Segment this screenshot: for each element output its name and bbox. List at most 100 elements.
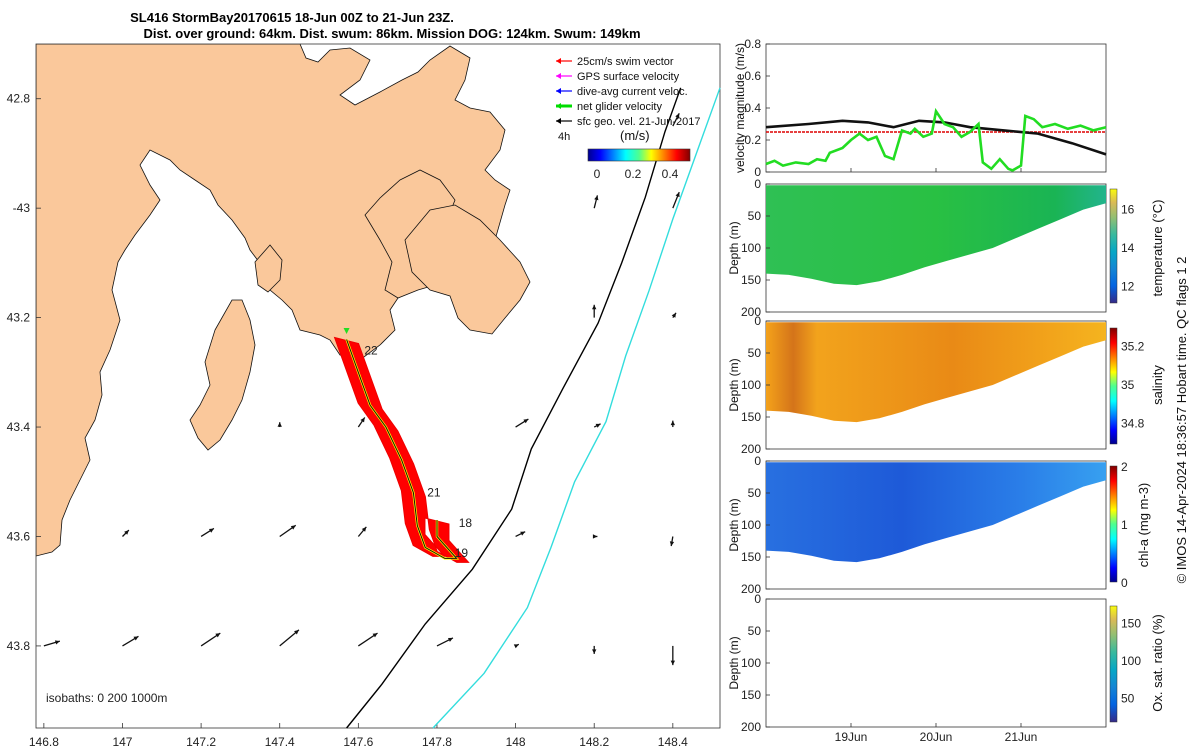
current-vector-head (360, 417, 365, 423)
map-legend: 25cm/s swim vector GPS surface velocity di… (556, 56, 701, 128)
map-xtick-label: 148 (506, 735, 526, 749)
map-panel: 146.8 147 147.2 147.4 147.6 147.8 148 148.2 148.… (7, 43, 721, 749)
speed-cb-tick-1: 0.2 (625, 167, 642, 181)
colorbar-tick-label: 14 (1121, 241, 1135, 255)
day-label: 18 (459, 516, 473, 530)
temperature-ylabel: Depth (m) (727, 221, 741, 274)
legend-arrowhead (556, 58, 561, 64)
map-ytick-label: -43 (13, 201, 31, 215)
current-vector-head (447, 637, 453, 642)
legend-label: dive-avg current veloc. (577, 86, 688, 98)
depth-ytick-label: 200 (741, 442, 761, 456)
colorbar-tick-label: 35.2 (1121, 339, 1145, 353)
right-panel-ticks: 00.20.40.60.8050100150200121416050100150… (741, 37, 1145, 744)
bruny-island (189, 299, 256, 451)
current-vector-head (523, 419, 529, 424)
depth-ytick-label: 200 (741, 582, 761, 596)
chla-colorbar (1109, 465, 1118, 583)
chla-cblabel: chl-a (mg m-3) (1136, 483, 1151, 568)
current-vector-head (215, 633, 221, 638)
depth-ytick-label: 150 (741, 688, 761, 702)
oxygen-ylabel: Depth (m) (727, 636, 741, 689)
map-ytick-label: 43.4 (7, 420, 31, 434)
map-xtick-label: 146.8 (29, 735, 59, 749)
day-label: 21 (427, 486, 441, 500)
current-vector-head (124, 530, 129, 535)
current-vector-head (361, 526, 367, 532)
depth-ytick-label: 150 (741, 550, 761, 564)
colorbar-tick-label: 1 (1121, 518, 1128, 532)
current-vector-head (675, 113, 680, 119)
map-ytick-label: 43.6 (7, 529, 31, 543)
day-label: 19 (455, 546, 469, 560)
current-vector-head (133, 636, 139, 641)
current-vector-head (277, 422, 282, 427)
depth-ytick-label: 200 (741, 305, 761, 319)
legend-label: GPS surface velocity (577, 71, 680, 83)
current-vector-head (290, 525, 296, 530)
chart-title-line1: SL416 StormBay20170615 18-Jun 00Z to 21-… (130, 10, 454, 25)
current-vector-head (669, 541, 675, 547)
map-xtick-label: 147.6 (343, 735, 373, 749)
salinity-colorbar (1109, 327, 1118, 445)
oxygen-cblabel: Ox. sat. ratio (%) (1150, 614, 1165, 712)
date-tick-label: 19Jun (835, 730, 868, 744)
temperature-panel: Depth (m) temperature (°C) (727, 183, 1165, 313)
salinity-cblabel: salinity (1150, 365, 1165, 405)
isobaths-label: isobaths: 0 200 1000m (46, 691, 167, 705)
colorbar-tick-label: 12 (1121, 280, 1135, 294)
isobaths (346, 87, 721, 729)
current-vector-head (675, 192, 680, 198)
temperature-colorbar (1109, 188, 1118, 304)
depth-ytick-label: 50 (748, 624, 762, 638)
colorbar-tick-label: 2 (1121, 460, 1128, 474)
tasmania-mainland (36, 44, 511, 557)
velocity-ytick-label: 0.6 (744, 69, 761, 83)
depth-ytick-label: 150 (741, 273, 761, 287)
day-label: 22 (364, 343, 378, 357)
depth-ytick-label: 50 (748, 209, 762, 223)
glider-track (333, 328, 470, 563)
isobath-1000m (432, 87, 721, 729)
legend-arrowhead (556, 73, 561, 79)
colorbar-tick-label: 100 (1121, 654, 1141, 668)
current-vector-head (592, 649, 597, 654)
speed-colorbar (587, 148, 691, 162)
map-xtick-label: 147.8 (422, 735, 452, 749)
oxygen-colorbar (1109, 605, 1118, 723)
map-ytick-label: 43.2 (7, 311, 31, 325)
velocity-series-line (765, 107, 1107, 172)
velocity-ytick-label: 0.4 (744, 101, 761, 115)
current-vectors (43, 112, 680, 666)
day-labels: 22 21 18 19 (364, 343, 472, 559)
current-vector-head (513, 644, 519, 649)
legend-label: sfc geo. vel. 21-Jun-2017 (577, 116, 701, 128)
current-vector-head (294, 629, 299, 635)
chla-ylabel: Depth (m) (727, 498, 741, 551)
legend-label: 25cm/s swim vector (577, 56, 674, 68)
depth-ytick-label: 0 (754, 454, 761, 468)
colorbar-tick-label: 16 (1121, 202, 1135, 216)
current-vector-head (671, 312, 677, 318)
map-xtick-label: 147.2 (186, 735, 216, 749)
temperature-cblabel: temperature (°C) (1150, 200, 1165, 297)
depth-ytick-label: 0 (754, 314, 761, 328)
speed-cb-tick-0: 0 (594, 167, 601, 181)
current-vector-head (595, 423, 601, 428)
depth-ytick-label: 0 (754, 177, 761, 191)
legend-4h-label: 4h (558, 131, 570, 143)
oxygen-panel: Depth (m) Ox. sat. ratio (%) (727, 598, 1165, 728)
colorbar-tick-label: 35 (1121, 378, 1135, 392)
velocity-ytick-label: 0 (754, 165, 761, 179)
current-vector-head (208, 528, 214, 533)
speed-cb-tick-2: 0.4 (662, 167, 679, 181)
velocity-ylabel: velocity magnitude (m/s) (733, 43, 747, 173)
salinity-section (766, 322, 1106, 423)
depth-ytick-label: 100 (741, 378, 761, 392)
track-start-marker (343, 328, 350, 335)
chla-panel: Depth (m) chl-a (mg m-3) (727, 460, 1151, 590)
map-xtick-label: 147 (112, 735, 132, 749)
current-vector-head (592, 304, 597, 310)
current-vector-head (372, 633, 378, 638)
